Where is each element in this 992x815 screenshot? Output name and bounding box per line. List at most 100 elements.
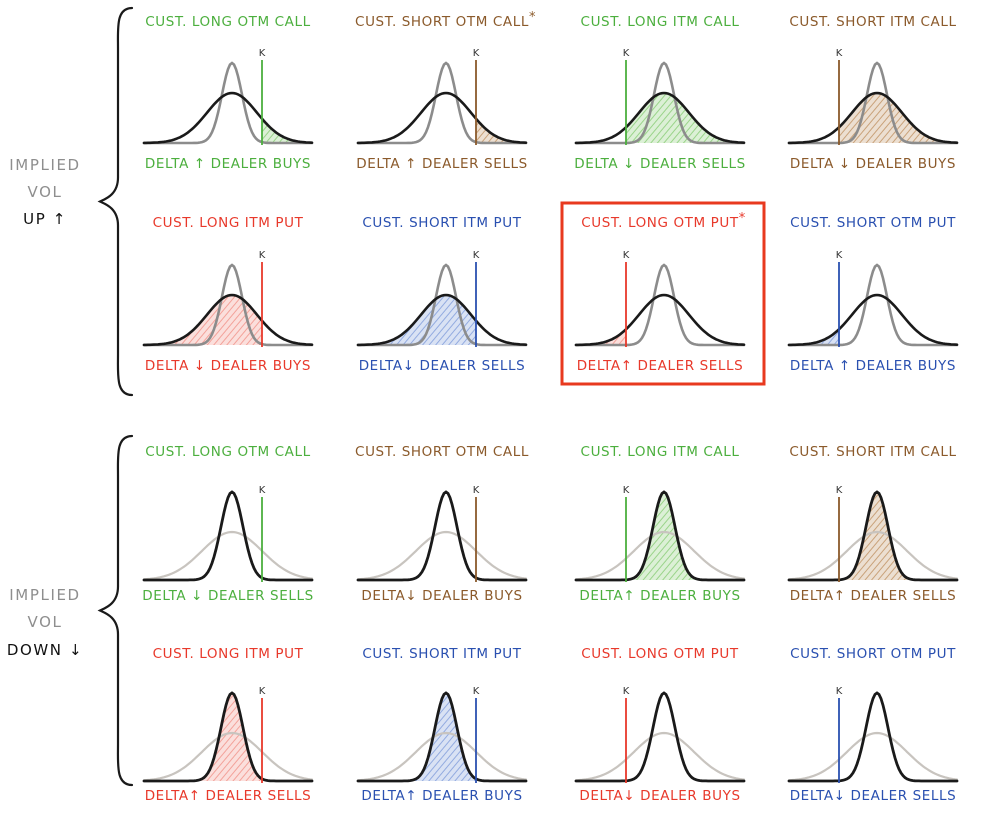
distribution-curve-after (787, 691, 959, 783)
panel-title: CUST. SHORT ITM PUT (362, 646, 521, 662)
strike-label: K (836, 686, 843, 697)
distribution-curve-before (356, 530, 528, 581)
panel-title: CUST. SHORT ITM CALL (789, 444, 956, 460)
distribution-curve-after (142, 91, 314, 145)
panel-effect-label: DELTA↑ DEALER SELLS (145, 788, 312, 804)
distribution-curve-after (142, 490, 314, 582)
distribution-curve-before (574, 263, 746, 347)
panel-title: CUST. LONG ITM CALL (581, 14, 740, 30)
strike-label: K (473, 686, 480, 697)
distribution-curve-after (787, 91, 959, 145)
distribution-curve-after (356, 91, 528, 145)
strike-label: K (259, 686, 266, 697)
distribution-curve-after (574, 490, 746, 582)
distribution-curve-after (356, 490, 528, 582)
panel-title: CUST. SHORT OTM CALL (355, 444, 529, 460)
section-vol-up: IMPLIED VOL UP ↑ CUST. LONG OTM CALL K DELTA … (9, 6, 959, 397)
distribution-curve-after (787, 293, 959, 347)
payoff-panel: CUST. SHORT ITM PUT K DELTA↓ DEALER SELLS (356, 215, 528, 374)
shaded-probability-area (144, 693, 262, 781)
shaded-probability-area (839, 492, 957, 580)
strike-label: K (836, 485, 843, 496)
payoff-panel: CUST. SHORT ITM PUT K DELTA↑ DEALER BUYS (356, 646, 528, 804)
panel-effect-label: DELTA↑ DEALER SELLS (577, 358, 744, 374)
section-brace (97, 6, 134, 397)
highlight-box (560, 201, 766, 386)
strike-label: K (473, 250, 480, 261)
section-label-line: IMPLIED (9, 586, 80, 604)
section-label-line: IMPLIED (9, 156, 80, 174)
payoff-panel: CUST. LONG OTM PUT * K DELTA↑ DEALER SELLS (560, 201, 766, 386)
shaded-probability-area (626, 492, 744, 580)
section-vol-down: IMPLIED VOL DOWN ↓ CUST. LONG OTM CALL K DELT… (7, 434, 959, 804)
panel-effect-label: DELTA ↓ DEALER BUYS (790, 156, 956, 172)
panel-title: CUST. SHORT OTM CALL (355, 14, 529, 30)
distribution-curve-before (356, 731, 528, 782)
strike-label: K (473, 485, 480, 496)
distribution-curve-before (142, 61, 314, 145)
distribution-curve-before (787, 263, 959, 347)
panel-effect-label: DELTA ↑ DEALER BUYS (790, 358, 956, 374)
panel-effect-label: DELTA ↑ DEALER BUYS (145, 156, 311, 172)
distribution-curve-after (142, 691, 314, 783)
strike-label: K (623, 686, 630, 697)
payoff-panel: CUST. LONG ITM CALL K DELTA↑ DEALER BUYS (574, 444, 746, 604)
payoff-panel: CUST. LONG OTM PUT K DELTA↓ DEALER BUYS (574, 646, 746, 804)
section-label-line: VOL (28, 613, 63, 631)
distribution-curve-after (574, 293, 746, 347)
panel-effect-label: DELTA↓ DEALER SELLS (790, 788, 957, 804)
shaded-probability-area (789, 329, 839, 345)
distribution-curve-before (142, 731, 314, 782)
section-label-line: DOWN ↓ (7, 641, 83, 659)
panel-title: CUST. LONG OTM CALL (145, 14, 311, 30)
strike-label: K (473, 48, 480, 59)
distribution-curve-before (356, 263, 528, 347)
note-marker: * (739, 211, 746, 226)
strike-label: K (623, 485, 630, 496)
shaded-probability-area (839, 93, 957, 143)
panel-effect-label: DELTA↑ DEALER BUYS (579, 588, 740, 604)
panel-title: CUST. LONG OTM CALL (145, 444, 311, 460)
panel-title: CUST. LONG ITM PUT (153, 215, 304, 231)
distribution-curve-before (574, 530, 746, 581)
shaded-probability-area (576, 329, 626, 345)
section-label-line: VOL (28, 183, 63, 201)
panel-effect-label: DELTA↑ DEALER BUYS (361, 788, 522, 804)
strike-label: K (836, 48, 843, 59)
panel-title: CUST. LONG OTM PUT (581, 215, 739, 231)
distribution-curve-after (356, 691, 528, 783)
distribution-curve-before (142, 530, 314, 581)
panel-effect-label: DELTA↓ DEALER SELLS (359, 358, 526, 374)
note-marker: * (529, 10, 536, 25)
panel-effect-label: DELTA ↑ DEALER SELLS (356, 156, 528, 172)
payoff-panel: CUST. LONG OTM CALL K DELTA ↓ DEALER SELLS (142, 444, 314, 604)
payoff-panel: CUST. LONG ITM CALL K DELTA ↓ DEALER SELLS (574, 14, 746, 172)
panel-title: CUST. LONG ITM CALL (581, 444, 740, 460)
panel-effect-label: DELTA ↓ DEALER SELLS (142, 588, 314, 604)
distribution-curve-after (787, 490, 959, 582)
distribution-curve-after (574, 691, 746, 783)
strike-label: K (259, 485, 266, 496)
shaded-probability-area (358, 693, 476, 781)
panel-effect-label: DELTA ↓ DEALER BUYS (145, 358, 311, 374)
payoff-panel: CUST. SHORT OTM PUT K DELTA ↑ DEALER BUYS (787, 215, 959, 374)
strike-label: K (836, 250, 843, 261)
payoff-panel: CUST. SHORT OTM PUT K DELTA↓ DEALER SELLS (787, 646, 959, 804)
distribution-curve-before (142, 263, 314, 347)
payoff-panel: CUST. LONG ITM PUT K DELTA↑ DEALER SELLS (142, 646, 314, 804)
panel-effect-label: DELTA↓ DEALER BUYS (579, 788, 740, 804)
payoff-panel: CUST. LONG ITM PUT K DELTA ↓ DEALER BUYS (142, 215, 314, 374)
shaded-probability-area (476, 118, 526, 143)
payoff-panel: CUST. SHORT ITM CALL K DELTA↑ DEALER SELLS (787, 444, 959, 604)
distribution-curve-before (787, 530, 959, 581)
section-label-line: UP ↑ (23, 210, 67, 228)
distribution-curve-after (356, 293, 528, 347)
section-brace (97, 434, 134, 787)
distribution-curve-before (574, 61, 746, 145)
panel-effect-label: DELTA↓ DEALER BUYS (361, 588, 522, 604)
strike-label: K (623, 250, 630, 261)
panel-title: CUST. SHORT OTM PUT (790, 646, 956, 662)
payoff-panel: CUST. SHORT ITM CALL K DELTA ↓ DEALER BUYS (787, 14, 959, 172)
shaded-probability-area (626, 93, 744, 143)
